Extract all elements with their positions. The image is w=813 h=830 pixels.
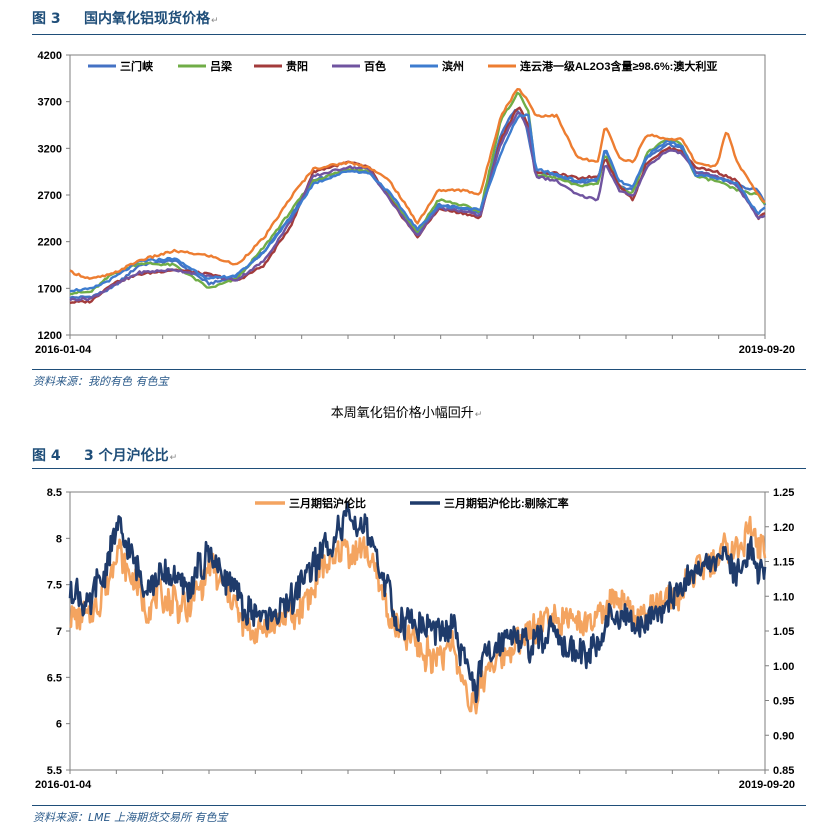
legend-label-3: 贵阳 [286,59,308,73]
y-tick-label: 2700 [38,190,62,202]
series-line-6 [69,88,766,280]
figure-4-label: 图 4 [32,448,61,464]
y-tick-label: 3700 [38,97,62,109]
figure-4-title-text: 3 个月沪伦比 [84,448,169,464]
figure-3-chart: 1200 1700 2200 2700 3200 3700 4200 2016-01-04 20… [35,50,795,356]
figure-3-title-text: 国内氧化铝现货价格 [84,11,210,27]
y-right-tick-label: 1.05 [773,626,794,638]
y-right-tick-label: 1.00 [773,661,794,673]
figure-3-label: 图 3 [32,11,61,27]
legend-label-1: 三门峡 [120,59,154,73]
y-tick-label: 4200 [38,50,62,62]
y-left-tick-label: 8 [56,533,62,545]
y-right-tick-label: 1.10 [773,591,794,603]
x-tick-label-end: 2019-09-20 [739,779,795,791]
legend-label-6: 连云港一级AL2O3含量≥98.6%:澳大利亚 [520,59,717,73]
y-left-tick-label: 5.5 [47,765,62,777]
figure-3-source: 资料来源：我的有色 有色宝 [33,375,169,388]
figure-4-source: 资料来源：LME 上海期货交易所 有色宝 [33,811,228,824]
y-left-tick-label: 7 [56,626,62,638]
plot-area-frame [69,54,766,336]
y-tick-label: 2200 [38,237,62,249]
y-right-tick-label: 0.95 [773,696,794,708]
y-left-tick-label: 6 [56,719,62,731]
series-line-2 [69,91,766,296]
figure-4-bottom-rule [32,805,806,806]
y-left-tick-label: 8.5 [47,487,62,499]
y-right-tick-label: 0.85 [773,765,794,777]
figure-3-title: 图 3 国内氧化铝现货价格↵ [32,8,219,28]
legend-label-5: 滨州 [442,59,464,73]
series-line-2 [68,501,767,704]
series-line-5 [69,113,766,293]
series-line-3 [69,106,766,305]
return-mark-icon: ↵ [169,453,178,463]
figure-3-caption-text: 本周氧化铝价格小幅回升 [330,406,474,421]
y-right-tick-label: 0.90 [773,730,794,742]
x-tick-label-start: 2016-01-04 [35,344,92,356]
return-mark-icon: ↵ [211,16,219,26]
legend-label-2: 吕梁 [210,59,233,73]
y-tick-label: 3200 [38,143,62,155]
y-left-tick-label: 6.5 [47,672,62,684]
figure-3-bottom-rule [32,369,806,370]
legend-label-2: 三月期铝沪伦比:剔除汇率 [444,496,569,510]
figure-3-rule [32,34,806,35]
y-tick-label: 1700 [38,283,62,295]
y-right-tick-label: 1.15 [773,557,794,569]
y-right-tick-label: 1.25 [773,487,794,499]
figure-4-rule [32,468,806,469]
figure-3-caption: 本周氧化铝价格小幅回升↵ [0,402,813,421]
y-left-tick-label: 7.5 [47,580,62,592]
y-right-tick-label: 1.20 [773,522,794,534]
legend-label-4: 百色 [364,59,386,73]
x-tick-label-start: 2016-01-04 [35,779,92,791]
series-line-4 [69,111,766,302]
return-mark-icon: ↵ [474,410,483,420]
figure-4-title: 图 4 3 个月沪伦比↵ [32,445,177,465]
y-tick-label: 1200 [38,330,62,342]
figure-4-chart: 5.5 6 6.5 7 7.5 8 8.5 0.85 0.90 0.95 1.00 1.05 1.10 1… [35,487,795,791]
x-tick-label-end: 2019-09-20 [739,344,795,356]
legend-label-1: 三月期铝沪伦比 [289,496,366,510]
